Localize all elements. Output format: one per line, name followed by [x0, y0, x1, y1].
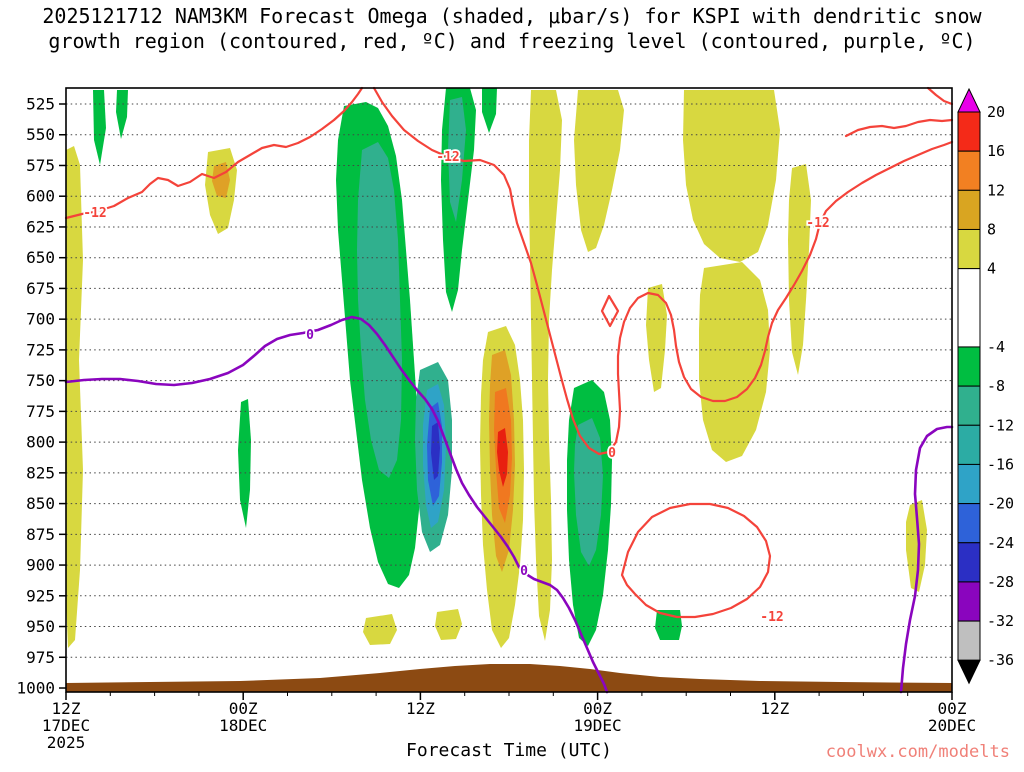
x-tick-label: 12Z [760, 699, 789, 718]
watermark-link[interactable]: coolwx.com/modelts [825, 742, 1010, 762]
shaded-yellow-column-795 [788, 164, 811, 375]
colorbar-tick-label: 12 [987, 181, 1005, 199]
colorbar-tick-label: 8 [987, 220, 996, 238]
y-tick-label: 925 [26, 586, 55, 605]
colorbar-band [957, 346, 981, 387]
x-tick-label: 17DEC [42, 716, 90, 735]
shaded-deepblue-core-800hpa [431, 422, 440, 480]
y-tick-label: 975 [26, 648, 55, 667]
freezing-level-right [899, 425, 954, 694]
y-tick-label: 525 [26, 95, 55, 114]
shaded-yellow-column-648 [646, 284, 667, 392]
colorbar-over-range [957, 87, 981, 113]
colorbar-tick-label: -24 [987, 534, 1014, 552]
y-tick-label: 700 [26, 310, 55, 329]
colorbar-tick-label: -36 [987, 651, 1014, 669]
x-tick-label: 19DEC [574, 716, 622, 735]
chart-title-line2: growth region (contoured, red, ºC) and f… [48, 29, 976, 53]
chart-title-line1: 2025121712 NAM3KM Forecast Omega (shaded… [42, 4, 982, 28]
x-tick-label: 2025 [47, 733, 86, 752]
colorbar-band [957, 150, 981, 191]
red-isotherm-topright [844, 118, 954, 138]
red-isotherm-diamond [600, 294, 620, 328]
red-isotherm-mid [372, 86, 954, 456]
y-tick-label: 850 [26, 494, 55, 513]
y-tick-label: 825 [26, 463, 55, 482]
colorbar-tick-label: -20 [987, 495, 1014, 513]
y-tick-label: 575 [26, 156, 55, 175]
contour-label: -12 [436, 150, 459, 165]
y-tick-label: 800 [26, 433, 55, 452]
y-tick-label: 725 [26, 340, 55, 359]
x-tick-label: 12Z [406, 699, 435, 718]
shaded-green-sliver-760hpa [238, 399, 251, 528]
x-tick-label: 18DEC [219, 716, 267, 735]
shaded-yellow-bottom-1 [363, 614, 397, 645]
y-tick-label: 950 [26, 617, 55, 636]
contour-label: -12 [83, 206, 106, 221]
y-tick-label: 900 [26, 556, 55, 575]
y-tick-label: 675 [26, 279, 55, 298]
shaded-teal-core-main [357, 142, 402, 478]
colorbar-band [957, 620, 981, 661]
colorbar-tick-label: -4 [987, 338, 1005, 356]
colorbar-tick-label: -28 [987, 573, 1014, 591]
y-tick-label: 750 [26, 371, 55, 390]
shaded-yellow-topright [683, 90, 780, 262]
colorbar-band [957, 463, 981, 505]
y-tick-label: 875 [26, 525, 55, 544]
x-tick-label: 00Z [583, 699, 612, 718]
y-tick-label: 550 [26, 125, 55, 144]
shaded-green-sliver-topleft-1 [93, 90, 106, 165]
y-tick-label: 600 [26, 187, 55, 206]
shaded-green-sliver-topleft-2 [116, 90, 128, 139]
y-tick-label: 625 [26, 217, 55, 236]
colorbar-tick-label: 16 [987, 142, 1005, 160]
shaded-red-center [497, 428, 508, 487]
shaded-yellow-left-strip [66, 146, 83, 648]
shaded-teal-core-3 [574, 418, 603, 566]
colorbar-band [957, 581, 981, 622]
contour-label: -12 [760, 610, 783, 625]
freezing-level-left [64, 315, 609, 694]
contour-label: -12 [806, 216, 829, 231]
colorbar-band [957, 111, 981, 152]
colorbar-tick-label: -8 [987, 377, 1005, 395]
colorbar-band [957, 268, 981, 348]
colorbar-band [957, 503, 981, 544]
colorbar-band [957, 385, 981, 426]
contour-label: 0 [608, 446, 616, 461]
x-axis-title: Forecast Time (UTC) [406, 740, 612, 761]
colorbar-tick-label: -12 [987, 416, 1014, 434]
colorbar-under-range [957, 659, 981, 685]
y-tick-label: 775 [26, 402, 55, 421]
colorbar-tick-label: 4 [987, 260, 996, 278]
y-tick-label: 1000 [16, 679, 55, 698]
x-tick-label: 20DEC [928, 716, 976, 735]
terrain-surface [66, 664, 952, 692]
shaded-yellow-column-585 [574, 90, 624, 252]
colorbar-band [957, 228, 981, 270]
red-isotherm-left [64, 86, 364, 220]
red-isotherm-corner [926, 86, 954, 106]
colorbar-band [957, 424, 981, 465]
colorbar-band [957, 542, 981, 583]
red-isotherm-loop [620, 502, 772, 619]
shaded-green-strip-top-3 [482, 88, 497, 133]
colorbar-tick-label: 20 [987, 103, 1005, 121]
x-tick-label: 12Z [52, 699, 81, 718]
contour-label: 0 [306, 328, 314, 343]
shaded-yellow-midright [699, 262, 770, 462]
colorbar-tick-label: -16 [987, 455, 1014, 473]
shaded-yellow-bottom-2 [435, 609, 462, 640]
contour-label: 0 [520, 564, 528, 579]
x-tick-label: 00Z [938, 699, 967, 718]
colorbar-tick-label: -32 [987, 612, 1014, 630]
y-tick-label: 650 [26, 248, 55, 267]
colorbar-band [957, 189, 981, 230]
x-tick-label: 00Z [229, 699, 258, 718]
shaded-yellow-blob-870hpa-right [906, 500, 927, 592]
